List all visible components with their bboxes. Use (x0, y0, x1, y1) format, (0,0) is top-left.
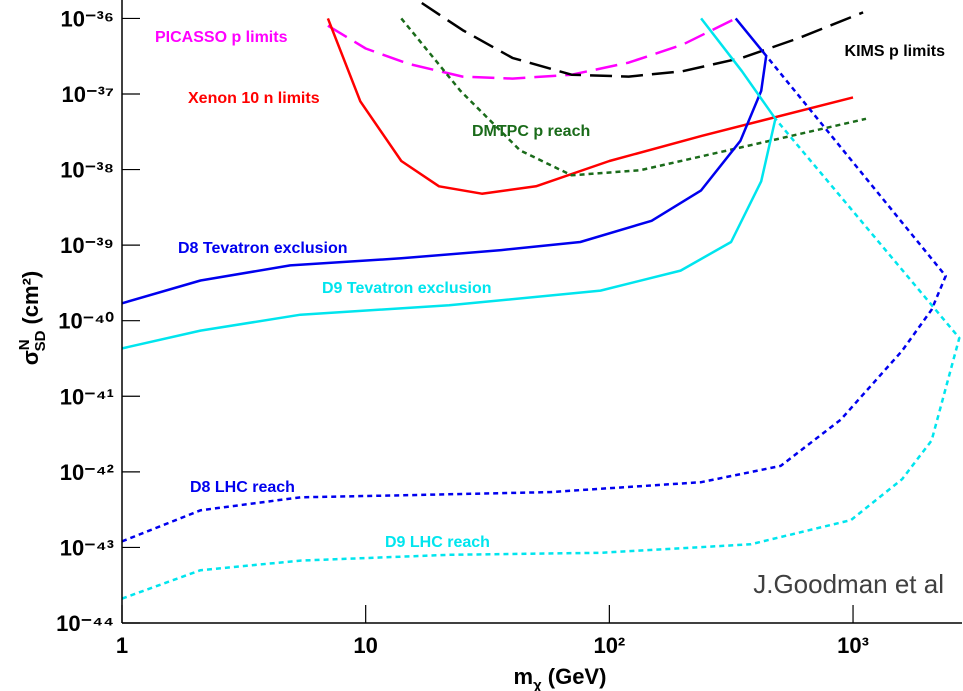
y-tick-label: 10⁻⁴³ (60, 535, 114, 560)
x-axis-label: mχ (GeV) (514, 664, 607, 691)
series-label: KIMS p limits (845, 43, 946, 60)
y-label-sup: N (16, 339, 33, 350)
series-label: PICASSO p limits (155, 29, 288, 46)
series-line (122, 117, 961, 600)
y-axis-label: σNSD (cm²) (16, 271, 49, 366)
annotation: J.Goodman et al (753, 569, 944, 599)
y-label-sub: SD (32, 330, 49, 351)
series-label: D8 LHC reach (190, 479, 295, 496)
series-line (122, 55, 947, 543)
series-line (122, 17, 768, 305)
series-label: D8 Tevatron exclusion (178, 240, 348, 257)
series-line (421, 1, 864, 78)
series-label: D9 LHC reach (385, 534, 490, 551)
series-line (327, 17, 737, 80)
overlay: 10⁻⁴⁴ 10⁻⁴³ 10⁻⁴² 10⁻⁴¹ 10⁻⁴⁰ 10⁻³⁹ 10⁻³⁸ 10⁻³⁷… (16, 0, 962, 691)
y-label-symbol: σ (18, 350, 43, 365)
x-tick-label: 10 (353, 633, 377, 658)
plot-area (122, 1, 961, 600)
series-line (122, 17, 777, 350)
series-line (326, 17, 854, 195)
series-label: D9 Tevatron exclusion (322, 280, 492, 297)
x-tick-label: 1 (116, 633, 128, 658)
x-label-symbol: m (514, 664, 534, 689)
y-tick-label: 10⁻³⁶ (60, 6, 114, 31)
x-label-unit: (GeV) (548, 664, 607, 689)
y-tick-label: 10⁻³⁷ (62, 82, 115, 107)
y-tick-label: 10⁻⁴¹ (60, 384, 114, 409)
y-tick-label: 10⁻⁴⁴ (56, 611, 114, 636)
y-tick-label: 10⁻⁴⁰ (58, 309, 114, 334)
y-tick-label: 10⁻³⁸ (60, 158, 114, 183)
y-label-unit: (cm²) (18, 271, 43, 325)
x-tick-label: 10² (593, 633, 625, 658)
series-label: Xenon 10 n limits (188, 90, 320, 107)
series-label: DMTPC p reach (472, 123, 590, 140)
series-line (400, 17, 867, 177)
x-tick-label: 10³ (837, 633, 869, 658)
y-tick-label: 10⁻⁴² (60, 460, 114, 485)
annotation-box (762, 562, 952, 602)
x-label-sub: χ (533, 677, 542, 691)
y-tick-label: 10⁻³⁹ (60, 233, 114, 258)
